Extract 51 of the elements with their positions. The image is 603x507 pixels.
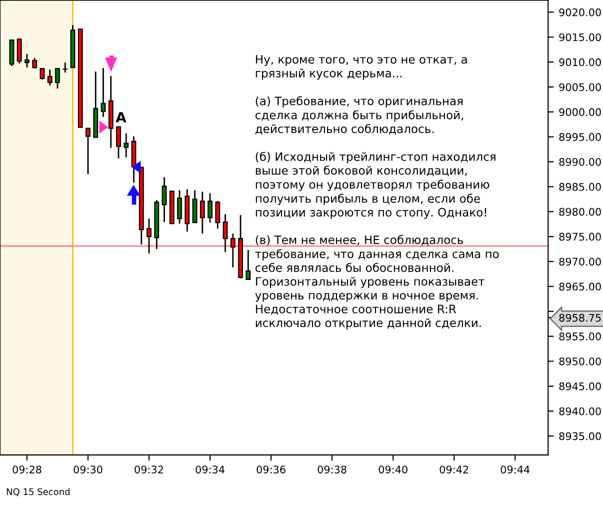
candlestick [230, 232, 236, 268]
candlestick [86, 128, 90, 175]
annotation: A [116, 112, 126, 122]
candlestick [55, 68, 60, 90]
x-tick-label: 09:28 [12, 466, 42, 474]
y-tick-label: 9000.00 [559, 108, 601, 116]
text: NQ 15 Second [6, 488, 70, 496]
y-tick-label: 8965.00 [559, 282, 601, 291]
candlestick [32, 57, 38, 70]
y-tick-label: 9010.00 [559, 58, 601, 66]
candlestick [116, 126, 121, 159]
candlestick [200, 190, 205, 234]
y-tick-label: 8970.00 [559, 258, 601, 266]
y-tick-label: 8995.00 [559, 133, 601, 141]
y-tick-label: 8945.00 [559, 382, 601, 390]
x-tick-label: 09:44 [500, 466, 530, 474]
y-tick-label: 8990.00 [559, 158, 601, 166]
y-tick-label: 8975.00 [559, 232, 601, 241]
text: Ну, кроме того, что это не откат, а грязный кусок дерьма... (а) Требование, что оригинальная сделка должна быть прибыльной, действительно соблюдалось. (б) Исходный трейлинг-стоп находился выше этой боковой консолидации, поэтому он удовлетворял требованию получить прибыль в целом, если обе позиции закроются по стопу. Однако! (в) Тем не менее, НЕ соблюдалось требование, что данная сделка сама по себе являлась бы обоснованной. Горизонтальный уровень показывает уровень поддержки в ночное время. Недостаточное соотношение R:R исключало открытие данной сделки. [255, 55, 499, 330]
candlestick [177, 190, 182, 224]
x-tick-label: 09:38 [318, 466, 346, 474]
candlestick [124, 132, 129, 158]
y-tick-label: 8985.00 [559, 182, 601, 191]
candlestick [100, 67, 106, 118]
y-tick-label: 9020.00 [559, 8, 601, 16]
candlestick [192, 190, 198, 224]
candlestick [9, 39, 14, 67]
y-tick-label: 8950.00 [559, 357, 601, 366]
candlestick [208, 192, 213, 224]
candlestick [222, 213, 228, 253]
candlestick [162, 176, 167, 223]
y-tick-label: 9015.00 [559, 33, 601, 42]
candlestick [146, 218, 152, 254]
x-tick-label: 09:30 [74, 466, 102, 474]
y-tick-label: 8940.00 [559, 407, 601, 416]
candlestick [24, 53, 30, 68]
x-tick-label: 09:42 [440, 466, 468, 474]
candlestick [246, 249, 251, 280]
candlestick [215, 200, 220, 230]
y-tick-label: 9005.00 [559, 83, 601, 92]
x-tick-label: 09:34 [196, 466, 224, 474]
x-tick-label: 09:36 [256, 466, 286, 474]
candlestick [40, 68, 45, 80]
y-tick-label: 8955.00 [559, 332, 601, 340]
x-tick-label: 09:40 [378, 466, 408, 474]
y-tick-label: 8935.00 [559, 432, 601, 440]
x-tick-label: 09:32 [134, 466, 163, 474]
y-tick-label: 8980.00 [559, 208, 601, 216]
y-tick-label: 8958.75 [559, 314, 601, 322]
candlestick [47, 68, 52, 86]
candlestick [16, 38, 22, 64]
